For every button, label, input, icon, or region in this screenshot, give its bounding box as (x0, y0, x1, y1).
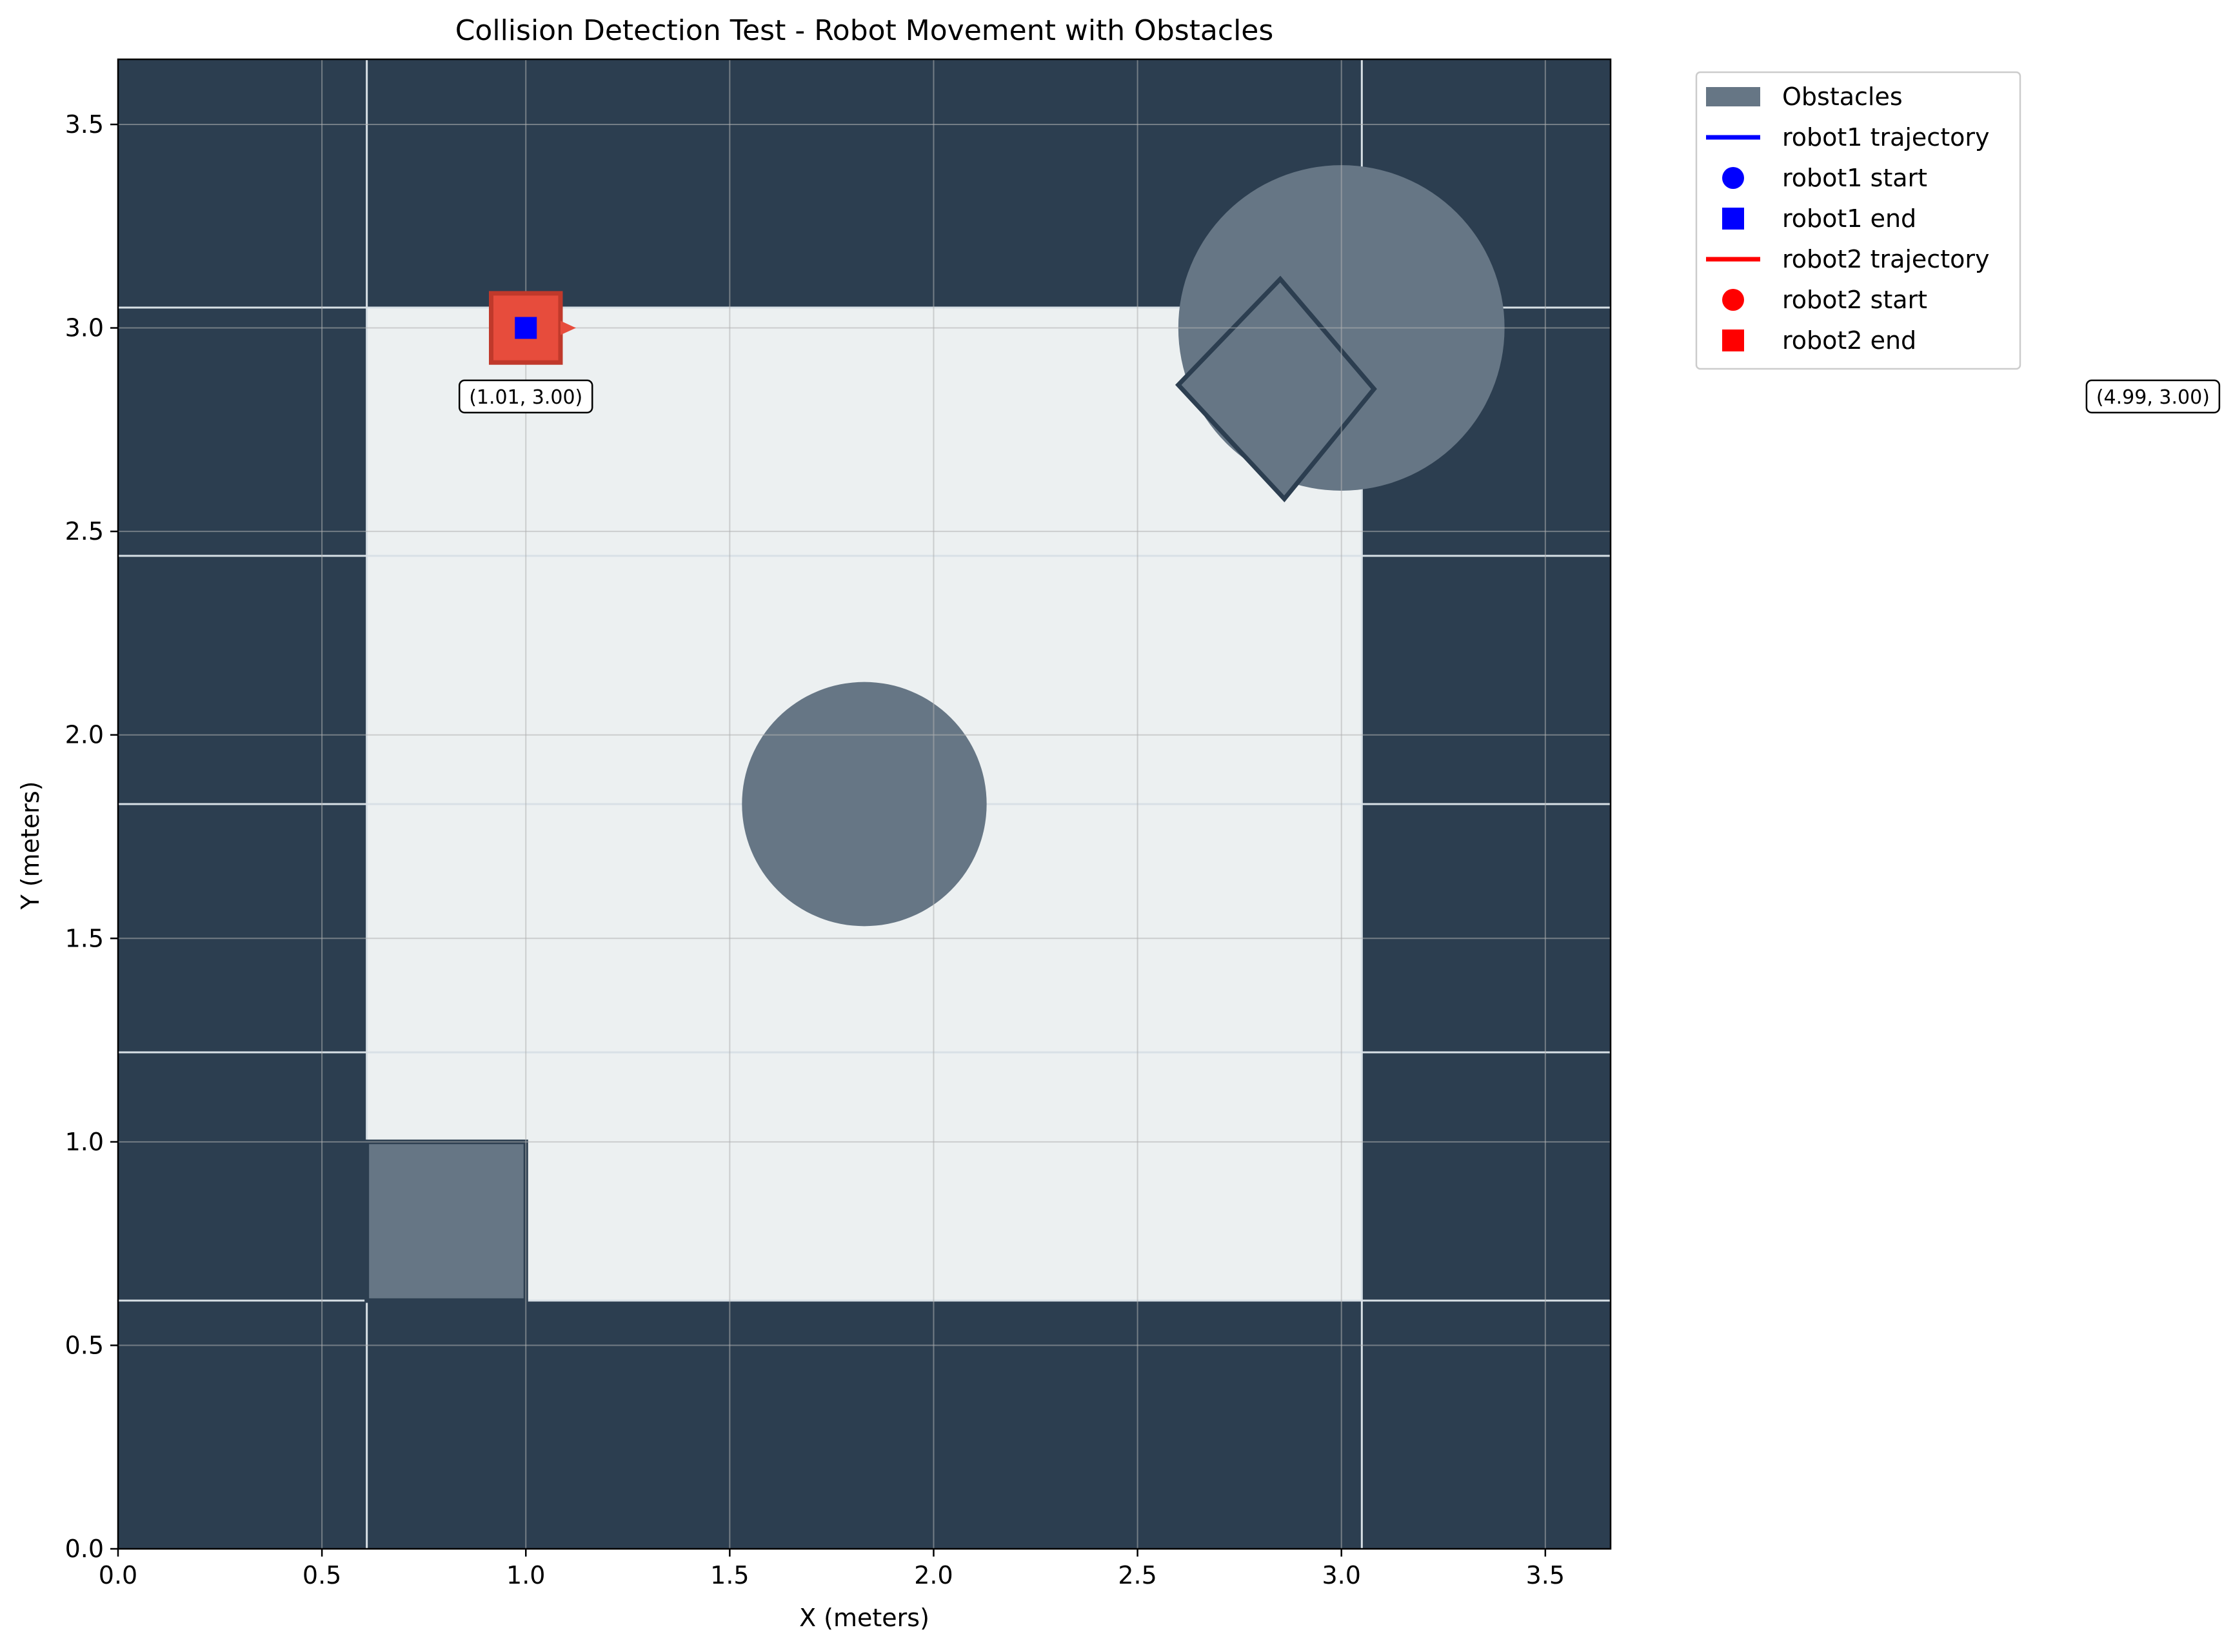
legend-label: robot1 start (1782, 164, 1927, 192)
coordinate-annotation: (1.01, 3.00) (458, 379, 593, 414)
legend-frame (1695, 71, 2021, 370)
legend-label: robot2 start (1782, 286, 1927, 314)
annotation-text: (4.99, 3.00) (2096, 386, 2210, 409)
legend: Obstacles robot1 trajectory robot1 start ro… (1695, 71, 2021, 370)
y-tick-label: 2.0 (65, 721, 104, 749)
y-axis-ticks: 0.0 0.5 1.0 1.5 2.0 2.5 3.0 3.5 (65, 110, 118, 1563)
x-tick-label: 1.0 (506, 1561, 545, 1589)
legend-swatch-circle (1722, 289, 1744, 311)
x-tick-label: 2.0 (914, 1561, 953, 1589)
legend-swatch-circle (1722, 167, 1744, 189)
y-axis-label: Y (meters) (16, 781, 45, 910)
legend-label: Obstacles (1782, 83, 1903, 111)
x-axis-ticks: 0.0 0.5 1.0 1.5 2.0 2.5 3.0 3.5 (99, 1549, 1565, 1589)
x-tick-label: 3.5 (1526, 1561, 1565, 1589)
x-tick-label: 1.5 (710, 1561, 749, 1589)
obstacle-diamond (1175, 275, 1377, 502)
chart-title: Collision Detection Test - Robot Movemen… (455, 14, 1274, 47)
y-tick-label: 0.0 (65, 1535, 104, 1563)
y-tick-label: 1.5 (65, 924, 104, 952)
legend-label: robot2 end (1782, 326, 1916, 355)
plot-area (118, 59, 1611, 1549)
legend-label: robot1 end (1782, 204, 1916, 233)
legend-label: robot2 trajectory (1782, 245, 1989, 273)
annotation-text: (1.01, 3.00) (469, 386, 582, 409)
legend-label: robot1 trajectory (1782, 123, 1989, 152)
x-tick-label: 2.5 (1118, 1561, 1156, 1589)
coordinate-annotation: (4.99, 3.00) (2085, 379, 2221, 414)
x-tick-label: 0.5 (303, 1561, 341, 1589)
x-tick-label: 3.0 (1322, 1561, 1361, 1589)
annotation-box (458, 379, 593, 414)
robot-heading-arrow (560, 320, 576, 335)
legend-swatch-square (1722, 329, 1744, 351)
obstacle-circle (742, 682, 987, 927)
x-axis-label: X (meters) (799, 1604, 929, 1632)
legend-swatch-square (1722, 208, 1744, 230)
y-tick-label: 3.0 (65, 314, 104, 342)
x-tick-label: 0.0 (99, 1561, 137, 1589)
y-tick-label: 3.5 (65, 110, 104, 139)
plot-frame (117, 58, 1612, 1550)
obstacle-rectangle (364, 1139, 528, 1303)
y-tick-label: 1.0 (65, 1128, 104, 1156)
robot1-end-marker (515, 317, 537, 339)
annotation-box (2085, 379, 2221, 414)
y-tick-label: 2.5 (65, 517, 104, 546)
legend-swatch-patch (1706, 87, 1760, 106)
y-tick-label: 0.5 (65, 1331, 104, 1359)
